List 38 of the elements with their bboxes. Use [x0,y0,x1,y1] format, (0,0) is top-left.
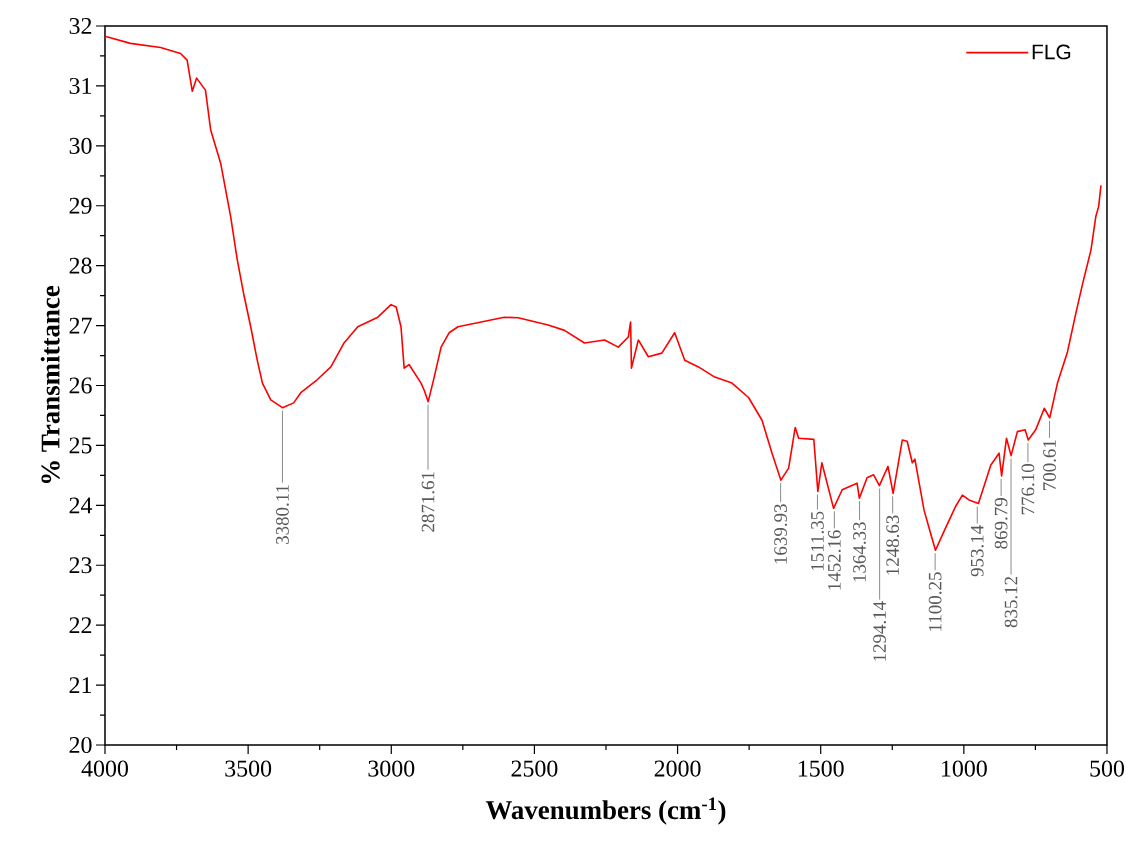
x-axis-title: Wavenumbers (cm$^{-1}$) [485,797,726,825]
x-tick-label: 500 [1090,760,1124,777]
x-tick-label: 2500 [511,760,558,777]
annotation: 1639.93 [774,504,788,564]
y-tick-label: 29 [69,197,92,214]
y-tick-label: 23 [69,557,92,574]
annotation: 1100.25 [928,572,942,631]
y-tick-label: 32 [69,17,92,35]
x-tick-label: 3000 [368,760,415,777]
y-tick-label: 20 [69,736,92,754]
annotation: 700.61 [1043,440,1056,491]
y-tick-label: 27 [69,317,92,334]
y-tick-label: 25 [69,437,92,454]
annotation: 835.12 [1004,576,1018,628]
x-tick-label: 1500 [798,760,844,777]
legend-label: FLG [1032,44,1071,60]
x-tick-label: 4000 [81,760,128,777]
y-tick-label: 21 [69,677,92,693]
x-tick-label: 1000 [942,760,987,777]
annotation: 953.14 [970,525,984,577]
y-tick-label: 30 [69,137,92,154]
annotation: 1511.35 [811,511,824,571]
annotation: 3380.11 [276,485,289,544]
annotation: 2871.61 [421,472,435,532]
annotation: 869.79 [994,498,1008,549]
y-tick-label: 22 [69,617,92,634]
annotation: 776.10 [1021,464,1035,515]
y-axis-title: % Transmittance [40,285,60,483]
y-tick-label: 31 [69,77,92,94]
x-tick-label: 2000 [654,760,701,777]
annotation: 1248.63 [886,515,900,575]
y-tick-label: 28 [69,257,92,274]
annotation: 1364.33 [853,522,866,582]
y-tick-label: 24 [69,497,93,514]
annotation: 1452.16 [827,530,841,590]
annotation: 1294.14 [873,601,887,661]
x-tick-label: 3500 [225,760,272,777]
y-tick-label: 26 [69,377,92,394]
